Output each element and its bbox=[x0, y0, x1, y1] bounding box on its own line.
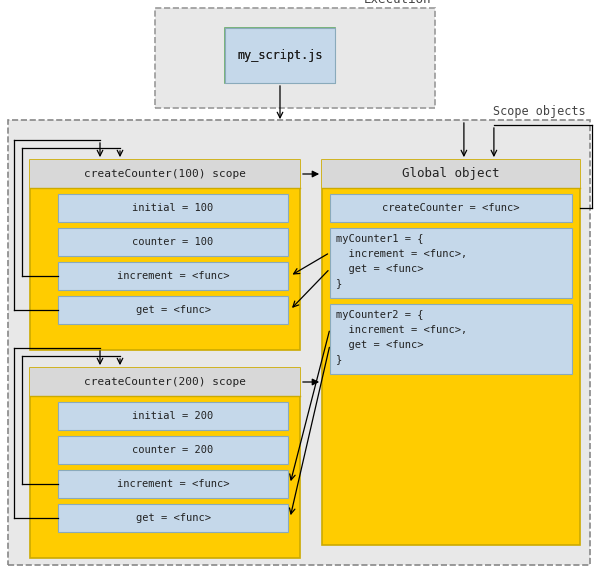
Bar bbox=[30, 160, 300, 350]
Bar bbox=[322, 160, 580, 188]
Text: initial = 200: initial = 200 bbox=[133, 411, 214, 421]
Bar bbox=[155, 8, 435, 108]
Text: increment = <func>: increment = <func> bbox=[117, 271, 229, 281]
Bar bbox=[330, 194, 572, 222]
Bar bbox=[225, 28, 335, 83]
Bar bbox=[30, 368, 300, 558]
Bar bbox=[322, 160, 580, 545]
Text: Global object: Global object bbox=[402, 168, 500, 180]
Text: my_script.js: my_script.js bbox=[237, 49, 323, 62]
Text: createCounter = <func>: createCounter = <func> bbox=[382, 203, 520, 213]
Text: Scope objects: Scope objects bbox=[493, 105, 586, 118]
Text: myCounter2 = {
  increment = <func>,
  get = <func>
}: myCounter2 = { increment = <func>, get =… bbox=[336, 310, 467, 365]
Bar bbox=[8, 120, 590, 565]
Bar bbox=[58, 402, 288, 430]
Text: get = <func>: get = <func> bbox=[136, 513, 211, 523]
Bar bbox=[58, 436, 288, 464]
Bar bbox=[30, 160, 300, 188]
Text: counter = 100: counter = 100 bbox=[133, 237, 214, 247]
Bar bbox=[58, 228, 288, 256]
Text: counter = 200: counter = 200 bbox=[133, 445, 214, 455]
Bar bbox=[58, 296, 288, 324]
Text: myCounter1 = {
  increment = <func>,
  get = <func>
}: myCounter1 = { increment = <func>, get =… bbox=[336, 234, 467, 289]
Text: createCounter(100) scope: createCounter(100) scope bbox=[84, 169, 246, 179]
Bar bbox=[225, 28, 335, 83]
Text: initial = 100: initial = 100 bbox=[133, 203, 214, 213]
Text: createCounter(200) scope: createCounter(200) scope bbox=[84, 377, 246, 387]
Bar bbox=[58, 262, 288, 290]
Bar bbox=[58, 194, 288, 222]
Text: get = <func>: get = <func> bbox=[136, 305, 211, 315]
Bar bbox=[330, 304, 572, 374]
Bar bbox=[330, 228, 572, 298]
Text: Execution: Execution bbox=[364, 0, 431, 6]
Text: increment = <func>: increment = <func> bbox=[117, 479, 229, 489]
Bar bbox=[58, 504, 288, 532]
Bar bbox=[58, 470, 288, 498]
Bar bbox=[30, 368, 300, 396]
Text: my_script.js: my_script.js bbox=[237, 49, 323, 62]
